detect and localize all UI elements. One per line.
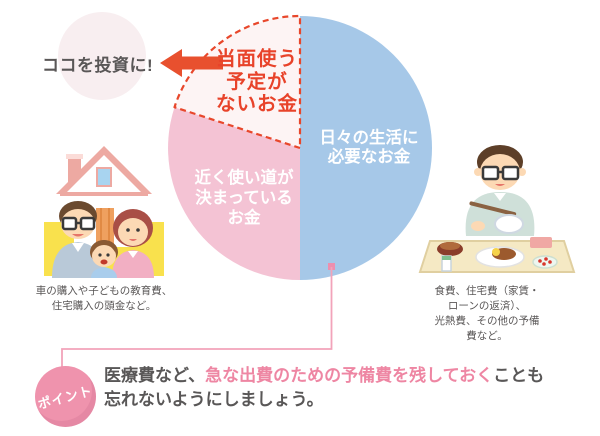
man-eating-illustration (418, 145, 576, 273)
rice-bowl (494, 214, 524, 234)
mother-figure (112, 209, 154, 278)
family-house-illustration (44, 146, 164, 278)
point-text: 医療費など、急な出費のための予備費を残しておくことも 忘れないようにしましょう。 (104, 364, 564, 412)
caption-meal: 食費、住宅費（家賃・ローンの返済）、 光熱費、その他の予備費など。 (434, 285, 540, 342)
chopsticks (469, 201, 517, 217)
caption-family: 車の購入や子どもの教育費、 住宅購入の頭金など。 (35, 285, 173, 312)
left-arrow-icon (160, 49, 223, 77)
pie-chart (168, 14, 432, 280)
point-badge: ポイント (35, 366, 96, 427)
pie-label-noplan-money: 当面使う 予定が ないお金 (215, 48, 299, 115)
pie-slice-0 (300, 16, 432, 280)
pie-slice-2 (173, 14, 302, 150)
boy-figure (90, 240, 118, 278)
pie-label-planned-money: 近く使い道が 決まっている お金 (194, 169, 294, 227)
pie-slice-1 (168, 107, 300, 280)
leader-line (61, 267, 333, 367)
invest-note-label: ココを投資に! (42, 56, 154, 75)
point-text-highlight: 急な出費のための予備費を残しておく (205, 366, 494, 385)
man-figure (465, 145, 535, 236)
meal-tray (418, 237, 576, 273)
point-text-after: ことも (493, 366, 545, 385)
point-badge-label: ポイント (36, 382, 95, 412)
leader-dot (328, 263, 335, 270)
pie-label-daily-money: 日々の生活に 必要なお金 (319, 129, 419, 166)
point-text-line2: 忘れないようにしましょう。 (104, 390, 324, 409)
point-text-before: 医療費など、 (104, 366, 206, 385)
decorative-circle (58, 12, 146, 100)
